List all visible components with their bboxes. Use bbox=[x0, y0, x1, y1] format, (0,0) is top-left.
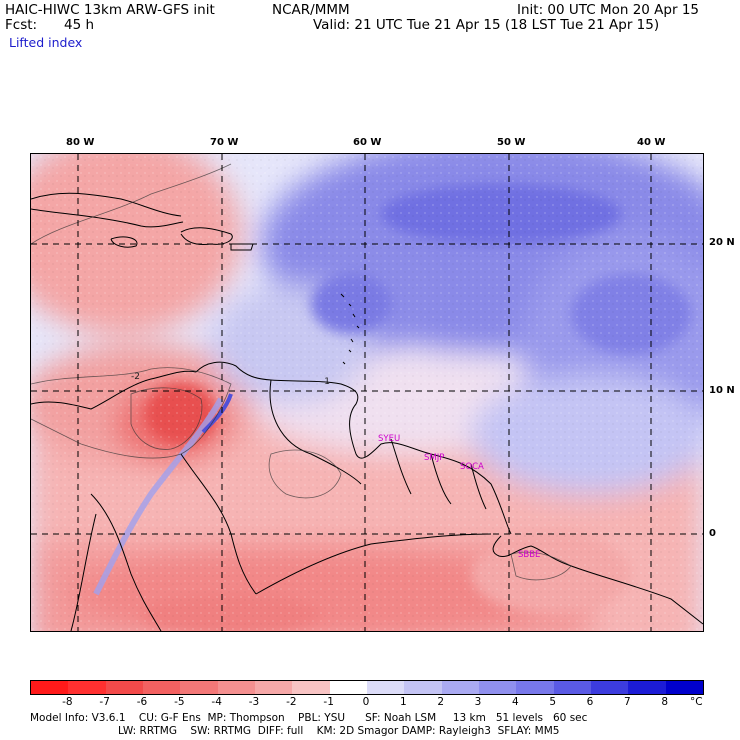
contour-label-minus2: -2 bbox=[131, 372, 140, 382]
colorbar-swatch bbox=[553, 681, 591, 694]
colorbar-swatch bbox=[478, 681, 517, 694]
agency-label: NCAR/MMM bbox=[272, 2, 350, 18]
lon-label-80w: 80 W bbox=[66, 137, 95, 148]
colorbar-swatch bbox=[516, 681, 554, 694]
colorbar-tick-label: -7 bbox=[99, 696, 110, 708]
contour-label-minus1: -1 bbox=[321, 377, 330, 387]
forecast-hour: 45 h bbox=[64, 17, 95, 33]
lon-label-40w: 40 W bbox=[637, 137, 666, 148]
lat-lon-grid bbox=[31, 154, 703, 631]
colorbar-swatch bbox=[590, 681, 629, 694]
colorbar-tick-label: 1 bbox=[399, 696, 407, 708]
colorbar-tick-label: -6 bbox=[136, 696, 148, 708]
colorbar-swatch bbox=[329, 681, 367, 694]
colorbar-swatch bbox=[217, 681, 255, 694]
station-label-soca: SOCA bbox=[460, 462, 484, 472]
colorbar-tick-label: 3 bbox=[474, 696, 482, 708]
station-label-smjp: SMJP bbox=[424, 453, 444, 463]
colorbar-swatch bbox=[105, 681, 143, 694]
lifted-index-map: -2 -1 SYEU SMJP SOCA SBBE bbox=[30, 153, 704, 632]
colorbar-tick-label: 4 bbox=[511, 696, 519, 708]
colorbar-tick-label: -4 bbox=[211, 696, 222, 708]
colorbar-tick-label: 2 bbox=[437, 696, 444, 708]
colorbar-swatch bbox=[628, 681, 666, 694]
colorbar-swatch bbox=[665, 681, 703, 694]
colorbar-swatch bbox=[31, 681, 69, 694]
colorbar-swatch bbox=[180, 681, 218, 694]
colorbar-swatch bbox=[366, 681, 405, 694]
colorbar-tick-label: -3 bbox=[248, 696, 260, 708]
colorbar-swatch bbox=[68, 681, 106, 694]
colorbar-tick-label: 6 bbox=[586, 696, 594, 708]
model-info-line2: LW: RRTMG SW: RRTMG DIFF: full KM: 2D Sm… bbox=[118, 725, 560, 737]
model-title: HAIC-HIWC 13km ARW-GFS init bbox=[5, 2, 215, 18]
station-label-sbbe: SBBE bbox=[518, 550, 540, 560]
valid-time: Valid: 21 UTC Tue 21 Apr 15 (18 LST Tue … bbox=[313, 17, 660, 33]
forecast-label: Fcst: bbox=[5, 17, 38, 33]
lat-label-0: 0 bbox=[709, 528, 716, 539]
colorbar-tick-label: 5 bbox=[549, 696, 556, 708]
field-name: Lifted index bbox=[9, 35, 83, 50]
lat-label-10n: 10 N bbox=[709, 385, 735, 396]
model-info-line1: Model Info: V3.6.1 CU: G-F Ens MP: Thomp… bbox=[30, 712, 588, 724]
colorbar-swatch bbox=[254, 681, 293, 694]
colorbar-swatch bbox=[404, 681, 442, 694]
colorbar-tick-label: -5 bbox=[174, 696, 185, 708]
colorbar-tick-label: 8 bbox=[661, 696, 668, 708]
colorbar-tick-label: -8 bbox=[62, 696, 73, 708]
colorbar-tick-label: 0 bbox=[362, 696, 370, 708]
init-time: Init: 00 UTC Mon 20 Apr 15 bbox=[517, 2, 699, 18]
lat-label-20n: 20 N bbox=[709, 237, 735, 248]
lon-label-70w: 70 W bbox=[210, 137, 239, 148]
lon-label-60w: 60 W bbox=[353, 137, 382, 148]
colorbar-tick-label: 7 bbox=[623, 696, 631, 708]
lon-label-50w: 50 W bbox=[497, 137, 526, 148]
colorbar-unit: °C bbox=[690, 696, 703, 708]
colorbar-swatch bbox=[292, 681, 330, 694]
colorbar-tick-label: -1 bbox=[323, 696, 334, 708]
colorbar-swatch bbox=[142, 681, 181, 694]
colorbar bbox=[30, 680, 704, 695]
station-label-syeu: SYEU bbox=[378, 434, 400, 444]
colorbar-tick-label: -2 bbox=[286, 696, 297, 708]
colorbar-swatch bbox=[441, 681, 479, 694]
contour-lines bbox=[31, 163, 572, 581]
